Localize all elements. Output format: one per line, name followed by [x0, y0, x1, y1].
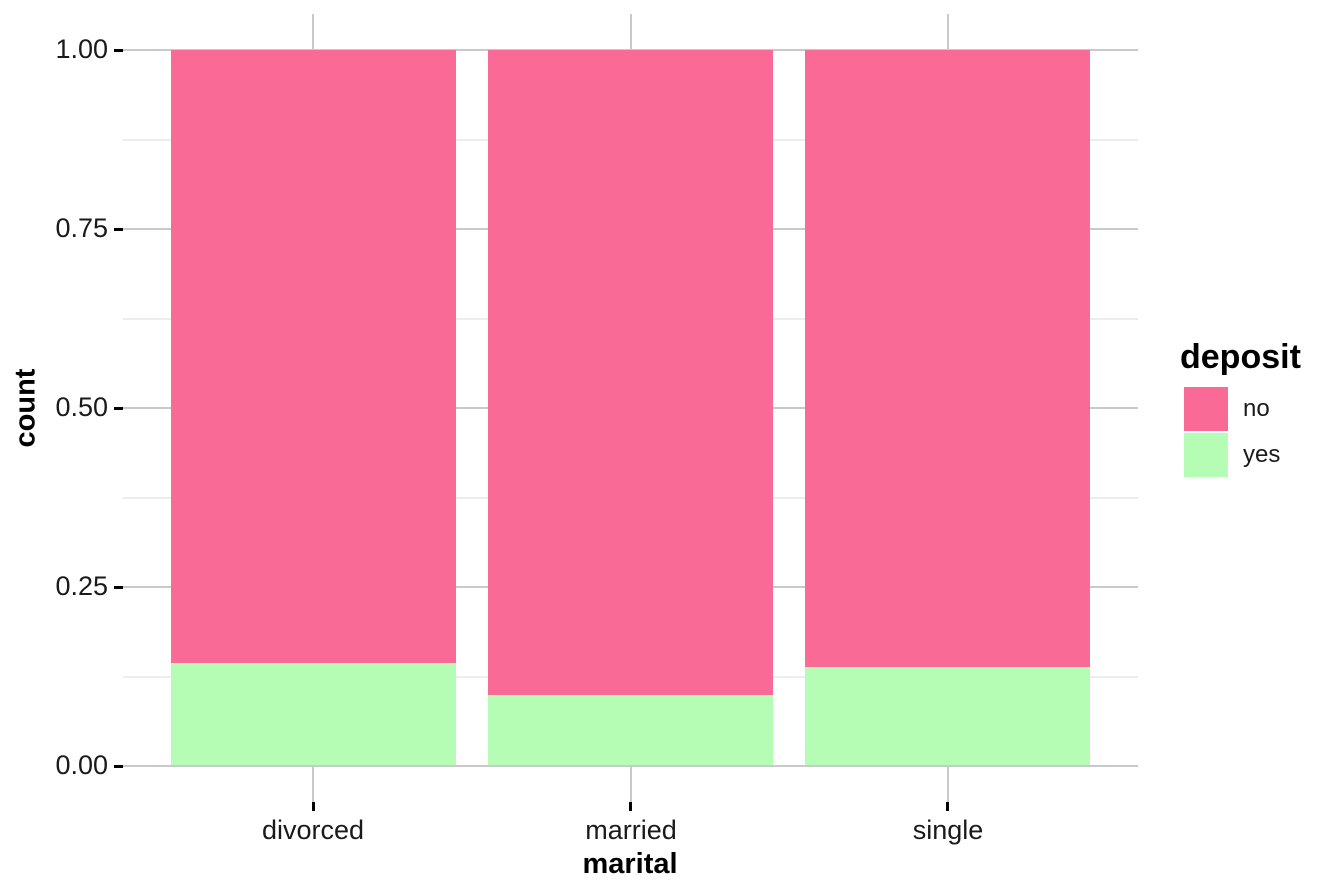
- x-tick-label: divorced: [261, 815, 365, 845]
- x-axis-tick: [946, 802, 949, 811]
- x-axis-line: [123, 765, 1138, 767]
- legend-swatch-no: [1184, 387, 1228, 431]
- x-axis-tick: [312, 802, 315, 811]
- y-axis-tick: [114, 586, 123, 589]
- y-axis-tick: [114, 49, 123, 52]
- x-tick-label: single: [912, 815, 984, 845]
- bar-segment-divorced-yes: [171, 663, 456, 766]
- bar-segment-married-no: [488, 50, 773, 695]
- x-gridline-stub-top: [947, 14, 949, 50]
- x-gridline-stub-top: [630, 14, 632, 50]
- x-gridline-stub-bottom: [630, 766, 632, 802]
- x-tick-label: married: [585, 815, 677, 845]
- y-axis-tick: [114, 228, 123, 231]
- x-gridline-stub-top: [312, 14, 314, 50]
- bar-segment-single-no: [805, 50, 1090, 667]
- x-axis-tick: [629, 802, 632, 811]
- y-tick-label: 1.00: [55, 33, 108, 64]
- y-tick-label: 0.00: [55, 749, 108, 780]
- bar-segment-single-yes: [805, 667, 1090, 766]
- y-axis-tick: [114, 407, 123, 410]
- y-tick-label: 0.25: [55, 570, 108, 601]
- legend-swatch-yes: [1184, 433, 1228, 477]
- y-tick-label: 0.50: [55, 391, 108, 422]
- y-axis-title: count: [9, 368, 42, 448]
- x-axis-title: marital: [582, 848, 678, 880]
- legend-label-yes: yes: [1243, 441, 1281, 468]
- bar-segment-married-yes: [488, 695, 773, 766]
- y-axis-tick: [114, 765, 123, 768]
- bar-segment-divorced-no: [171, 50, 456, 663]
- y-tick-label: 0.75: [55, 212, 108, 243]
- x-gridline-stub-bottom: [312, 766, 314, 802]
- x-gridline-stub-bottom: [947, 766, 949, 802]
- legend-label-no: no: [1243, 395, 1270, 422]
- legend-title: deposit: [1180, 338, 1301, 376]
